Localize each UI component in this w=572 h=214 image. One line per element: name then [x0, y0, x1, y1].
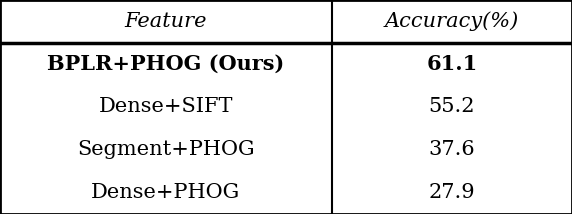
Text: Feature: Feature	[125, 12, 207, 31]
Text: 55.2: 55.2	[428, 98, 475, 116]
Text: 61.1: 61.1	[426, 54, 478, 74]
Text: Dense+SIFT: Dense+SIFT	[98, 98, 233, 116]
Text: 27.9: 27.9	[428, 183, 475, 202]
Text: BPLR+PHOG (Ours): BPLR+PHOG (Ours)	[47, 54, 284, 74]
Text: Dense+PHOG: Dense+PHOG	[92, 183, 240, 202]
Text: 37.6: 37.6	[428, 140, 475, 159]
Text: Segment+PHOG: Segment+PHOG	[77, 140, 255, 159]
Text: Accuracy(%): Accuracy(%)	[385, 12, 519, 31]
